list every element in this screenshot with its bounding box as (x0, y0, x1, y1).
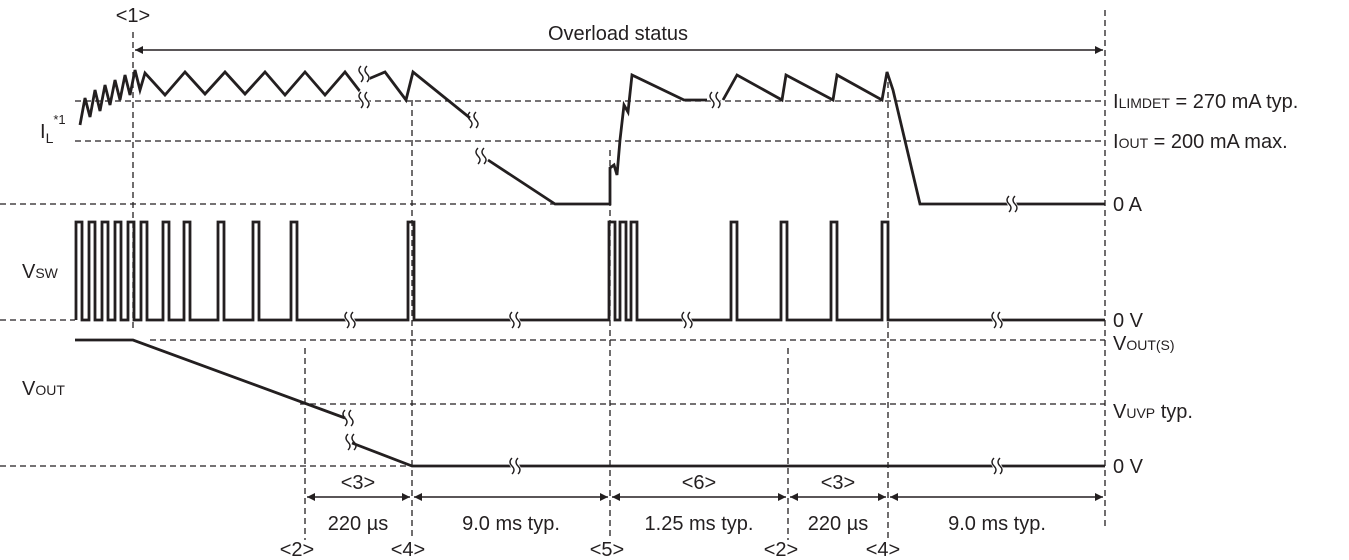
duration-label-1: 220 µs (328, 513, 388, 535)
event-markers: <1> <3> <6> <3> <2> <4> <5> <2> <4> (116, 5, 900, 560)
overload-status-label: Overload status (548, 23, 688, 45)
duration-label-4: 220 µs (808, 513, 868, 535)
iout-level-label: IOUT = 200 mA max. (1113, 131, 1288, 153)
zero-v-sw-label: 0 V (1113, 310, 1144, 332)
duration-arrows: 220 µs 9.0 ms typ. 1.25 ms typ. 220 µs 9… (307, 493, 1103, 535)
vsw-trace-pulses (74, 220, 1105, 322)
level-labels: ILIMDET = 270 mA typ. IOUT = 200 mA max.… (1113, 91, 1298, 478)
zero-a-label: 0 A (1113, 194, 1143, 216)
il-signal-label: IL*1 (40, 112, 66, 146)
il-break-1 (358, 63, 370, 111)
vsw-breaks (344, 309, 1003, 331)
marker-6: <6> (682, 472, 716, 494)
vout-signal-label: VOUT (22, 378, 65, 400)
ilimdet-level-label: ILIMDET = 270 mA typ. (1113, 91, 1298, 113)
il-trace-segment-2 (365, 69, 471, 120)
duration-label-5: 9.0 ms typ. (948, 513, 1046, 535)
il-trace-segment-1 (78, 69, 364, 126)
il-trace-segment-4 (721, 71, 1105, 206)
vout-s-level-label: VOUT(S) (1113, 333, 1175, 355)
marker-2a: <2> (280, 539, 314, 560)
zero-v-out-label: 0 V (1113, 456, 1144, 478)
marker-3a: <3> (341, 472, 375, 494)
vout-trace-segment-2 (351, 441, 1105, 468)
marker-3b: <3> (821, 472, 855, 494)
il-break-3 (709, 89, 721, 111)
overload-status-span: Overload status (135, 23, 1103, 54)
vout-breaks (342, 409, 1003, 477)
vout-trace-segment-1 (75, 338, 346, 420)
marker-4a: <4> (391, 539, 425, 560)
vout-trace (75, 338, 1105, 468)
vsw-signal-label: VSW (22, 261, 59, 283)
vuvp-level-label: VUVP typ. (1113, 401, 1193, 423)
marker-4b: <4> (866, 539, 900, 560)
il-break-4 (1006, 193, 1018, 215)
marker-1: <1> (116, 5, 150, 27)
duration-label-2: 9.0 ms typ. (462, 513, 560, 535)
marker-2b: <2> (764, 539, 798, 560)
break-symbols (342, 63, 1018, 477)
reference-lines (0, 100, 1105, 467)
vsw-trace (74, 220, 1105, 322)
duration-label-3: 1.25 ms typ. (645, 513, 754, 535)
il-trace-segment-3 (487, 72, 707, 206)
marker-5: <5> (590, 539, 624, 560)
il-trace (78, 69, 1105, 206)
signal-names: IL*1 VSW VOUT (22, 112, 66, 400)
il-break-2 (467, 111, 487, 165)
